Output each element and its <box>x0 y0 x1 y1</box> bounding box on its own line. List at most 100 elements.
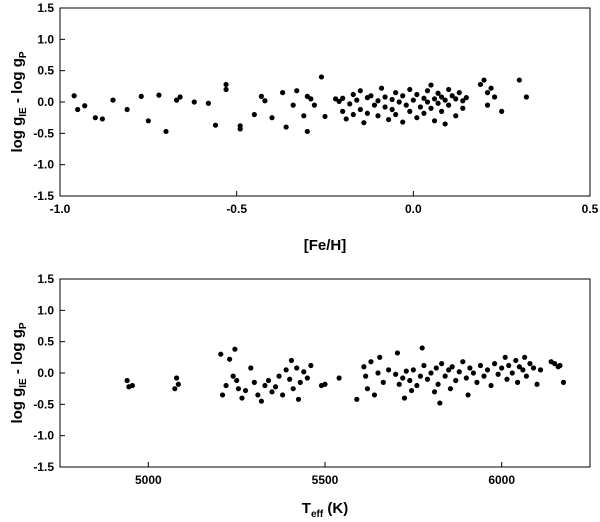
data-point <box>269 389 275 395</box>
data-point <box>295 396 302 402</box>
data-point <box>513 357 519 364</box>
y-tick-label: 1.5 <box>37 1 54 15</box>
data-point <box>304 128 310 135</box>
y-tick-label: 0.5 <box>37 64 54 78</box>
data-point <box>446 367 452 373</box>
x-tick-label: -0.5 <box>226 202 247 216</box>
x-tick-label: -1.0 <box>50 202 71 216</box>
y-tick-label: -1.0 <box>33 429 54 443</box>
data-point <box>537 367 544 373</box>
data-point <box>311 102 317 108</box>
data-point <box>336 98 342 104</box>
data-point <box>336 375 342 381</box>
data-point <box>227 356 233 362</box>
data-point <box>467 365 473 371</box>
data-point <box>520 367 526 373</box>
data-point <box>401 395 408 401</box>
data-point <box>308 96 314 102</box>
data-point <box>400 375 406 381</box>
data-point <box>465 392 471 398</box>
data-point <box>514 379 521 385</box>
data-point <box>361 364 367 370</box>
data-point <box>251 111 257 118</box>
data-point <box>484 102 491 108</box>
data-point <box>265 377 272 384</box>
data-point <box>407 86 413 93</box>
x-tick-label: 5000 <box>135 473 162 487</box>
data-point <box>428 370 434 376</box>
data-point <box>230 373 236 379</box>
data-point <box>138 93 144 99</box>
data-point <box>424 376 431 382</box>
data-point <box>506 362 512 369</box>
y-axis-label: log gIE - log gP <box>9 322 29 423</box>
x-tick-label: 0.0 <box>405 202 422 216</box>
data-point <box>447 386 454 392</box>
data-point <box>280 392 286 398</box>
data-point <box>99 116 105 122</box>
data-point <box>262 98 268 104</box>
data-point <box>304 375 310 381</box>
y-tick-label: 0.0 <box>37 95 54 109</box>
data-point <box>502 354 508 360</box>
data-point <box>453 96 459 102</box>
data-point <box>400 93 406 99</box>
data-point <box>368 93 374 99</box>
data-points <box>124 345 567 406</box>
data-point <box>523 373 530 379</box>
data-point <box>386 367 392 373</box>
data-point <box>357 106 363 113</box>
y-label-sub2: P <box>18 322 29 329</box>
data-point <box>499 108 505 114</box>
y-axis-ticks: -1.5 -1.0 -0.5 0.0 0.5 1.0 1.5 <box>33 1 65 203</box>
data-point <box>509 370 515 376</box>
data-point <box>453 113 459 119</box>
data-point <box>439 108 445 114</box>
data-point <box>516 77 522 83</box>
y-label-main: log g <box>9 117 26 153</box>
data-point <box>560 379 567 385</box>
plot-frame <box>59 7 591 197</box>
data-point <box>393 371 399 377</box>
data-point <box>408 387 415 394</box>
data-point <box>442 373 448 379</box>
data-point <box>191 99 197 105</box>
data-point <box>417 373 423 379</box>
data-point <box>428 105 434 111</box>
data-point <box>522 354 528 360</box>
x-tick-label: 5500 <box>312 473 339 487</box>
data-point <box>442 97 448 103</box>
data-point <box>410 97 416 103</box>
y-tick-label: 1.5 <box>37 272 54 286</box>
data-point <box>283 124 289 130</box>
data-point <box>456 90 462 96</box>
data-point <box>308 362 314 369</box>
y-label-sub1: IE <box>18 378 29 388</box>
data-point <box>234 377 240 384</box>
data-point <box>212 122 219 128</box>
data-point <box>453 377 459 384</box>
data-point <box>248 365 254 371</box>
x-tick-label: 0.5 <box>582 202 599 216</box>
data-point <box>258 398 264 404</box>
data-point <box>378 85 385 91</box>
y-tick-label: 0.5 <box>37 335 54 349</box>
data-point <box>375 370 381 376</box>
data-point <box>219 392 226 398</box>
data-point <box>363 373 369 379</box>
data-point <box>504 376 510 382</box>
data-point <box>435 381 441 387</box>
data-point <box>460 98 466 104</box>
data-point <box>428 82 434 88</box>
data-point <box>218 351 224 357</box>
data-point <box>431 118 438 124</box>
data-point <box>499 365 505 371</box>
data-point <box>232 346 238 352</box>
data-point <box>407 108 413 114</box>
data-point <box>484 367 491 373</box>
data-point <box>110 97 116 103</box>
data-point <box>495 371 501 377</box>
data-point <box>382 104 388 110</box>
data-point <box>205 100 211 106</box>
